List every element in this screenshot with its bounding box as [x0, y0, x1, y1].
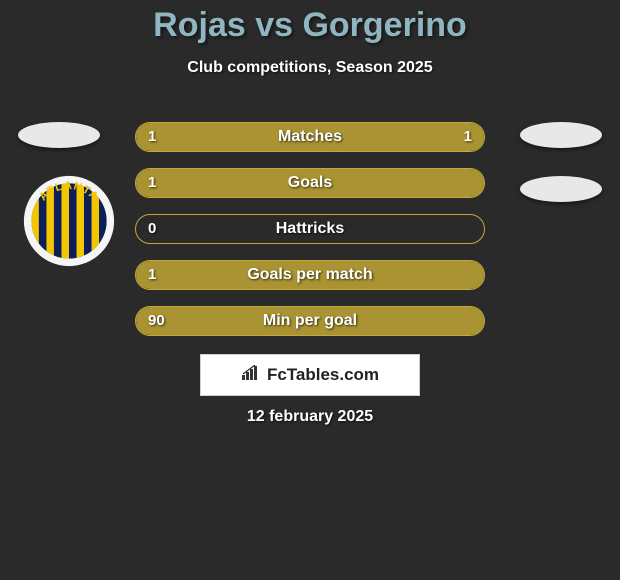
page-title: Rojas vs Gorgerino [0, 0, 620, 45]
bar-track [135, 122, 485, 152]
stat-left-value: 90 [148, 306, 165, 336]
bar-track [135, 260, 485, 290]
bar-left [136, 123, 310, 151]
stat-row-min-per-goal: 90 Min per goal [0, 306, 620, 336]
bar-track [135, 214, 485, 244]
stat-row-hattricks: 0 Hattricks [0, 214, 620, 244]
bar-left [136, 307, 484, 335]
bar-left [136, 261, 484, 289]
bar-left [136, 169, 484, 197]
stat-right-value: 1 [464, 122, 472, 152]
bar-right [310, 123, 484, 151]
chart-icon [241, 365, 261, 386]
date-text: 12 february 2025 [0, 408, 620, 426]
stat-row-goals-per-match: 1 Goals per match [0, 260, 620, 290]
stats-area: 1 1 Matches 1 Goals 0 Hattricks [0, 122, 620, 352]
stat-left-value: 0 [148, 214, 156, 244]
stat-row-goals: 1 Goals [0, 168, 620, 198]
stat-left-value: 1 [148, 168, 156, 198]
bar-track [135, 306, 485, 336]
stat-left-value: 1 [148, 122, 156, 152]
watermark[interactable]: FcTables.com [200, 354, 420, 396]
page-subtitle: Club competitions, Season 2025 [0, 59, 620, 77]
watermark-text: FcTables.com [267, 365, 379, 385]
bar-track [135, 168, 485, 198]
comparison-card: Rojas vs Gorgerino Club competitions, Se… [0, 0, 620, 580]
stat-left-value: 1 [148, 260, 156, 290]
stat-row-matches: 1 1 Matches [0, 122, 620, 152]
